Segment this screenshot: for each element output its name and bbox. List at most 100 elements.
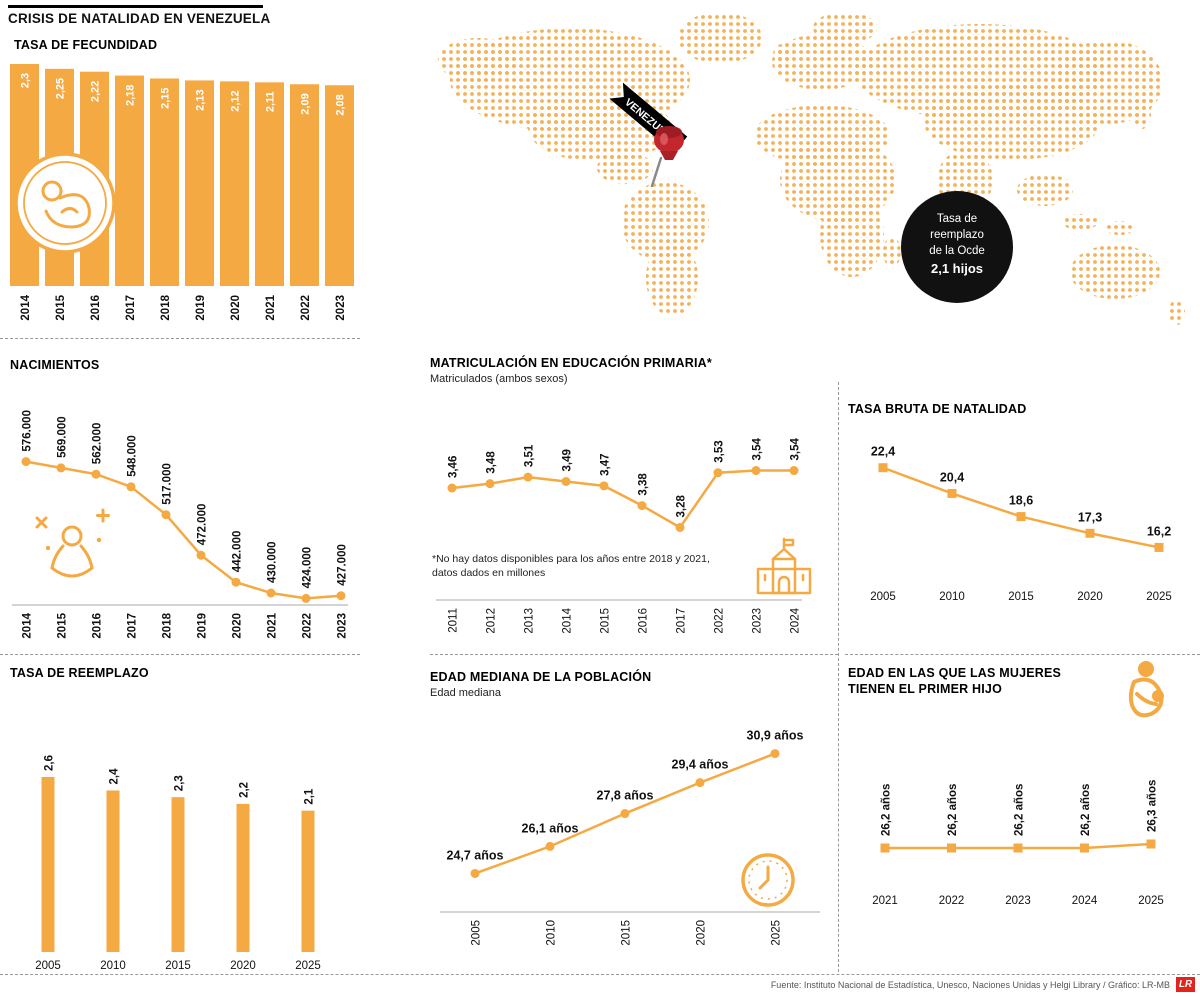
svg-text:2015: 2015 xyxy=(621,920,633,946)
svg-text:2024: 2024 xyxy=(1072,895,1098,907)
svg-text:27,8 años: 27,8 años xyxy=(597,789,654,803)
svg-text:2014: 2014 xyxy=(562,607,574,633)
svg-text:2,25: 2,25 xyxy=(55,78,67,99)
badge-line: de la Ocde xyxy=(929,245,985,257)
svg-text:2015: 2015 xyxy=(600,608,612,634)
svg-text:2005: 2005 xyxy=(35,960,61,972)
svg-text:2019: 2019 xyxy=(195,295,207,321)
map-pin-icon xyxy=(650,126,684,188)
clock-icon xyxy=(741,853,795,907)
matriculacion-footnote: *No hay datos disponibles para los años … xyxy=(432,553,710,580)
matriculacion-line-chart: 3,46 2011 3,48 2012 3,51 2013 3,49 2014 3,47 2015… xyxy=(436,438,802,634)
svg-text:2022: 2022 xyxy=(714,608,726,634)
newborn-hands-icon xyxy=(35,508,110,578)
svg-text:3,53: 3,53 xyxy=(714,440,726,462)
svg-text:2025: 2025 xyxy=(771,920,783,946)
svg-text:2005: 2005 xyxy=(471,920,483,946)
svg-text:2,09: 2,09 xyxy=(300,93,312,114)
svg-text:517.000: 517.000 xyxy=(162,463,174,505)
svg-text:2,3: 2,3 xyxy=(174,775,186,791)
svg-text:2017: 2017 xyxy=(127,613,139,639)
svg-text:2010: 2010 xyxy=(100,960,126,972)
svg-text:2021: 2021 xyxy=(267,612,279,638)
svg-text:26,1 años: 26,1 años xyxy=(522,821,579,835)
svg-text:442.000: 442.000 xyxy=(232,531,244,573)
svg-text:2010: 2010 xyxy=(939,591,965,603)
svg-text:2016: 2016 xyxy=(92,613,104,639)
svg-text:2,22: 2,22 xyxy=(90,81,102,102)
svg-text:569.000: 569.000 xyxy=(57,416,69,458)
svg-text:30,9 años: 30,9 años xyxy=(747,729,804,743)
svg-text:2023: 2023 xyxy=(1005,895,1031,907)
svg-text:424.000: 424.000 xyxy=(302,547,314,589)
svg-text:29,4 años: 29,4 años xyxy=(672,758,729,772)
svg-text:16,2: 16,2 xyxy=(1147,524,1171,538)
svg-text:430.000: 430.000 xyxy=(267,541,279,583)
svg-text:2021: 2021 xyxy=(265,294,277,320)
school-icon xyxy=(756,537,812,595)
fecundidad-bar-chart: 2,3 2014 2,25 2015 2,22 2016 2,18 2017 2,15 2018 2… xyxy=(10,64,354,321)
svg-text:2014: 2014 xyxy=(22,612,34,638)
svg-text:2017: 2017 xyxy=(125,295,137,321)
svg-text:2,2: 2,2 xyxy=(239,782,251,798)
svg-text:2018: 2018 xyxy=(162,612,174,638)
svg-text:2016: 2016 xyxy=(638,608,650,634)
page-title: CRISIS DE NATALIDAD EN VENEZUELA xyxy=(8,11,271,26)
badge-line-bold: 2,1 hijos xyxy=(931,261,983,276)
matriculacion-title: MATRICULACIÓN EN EDUCACIÓN PRIMARIA* xyxy=(430,356,712,370)
natalidad-line-chart: 22,4 2005 20,4 2010 18,6 2015 17,3 2020 16,2 2025 xyxy=(870,445,1172,603)
fecundidad-title: TASA DE FECUNDIDAD xyxy=(14,38,158,52)
svg-text:3,54: 3,54 xyxy=(790,438,802,461)
svg-text:3,48: 3,48 xyxy=(486,451,498,474)
svg-text:3,46: 3,46 xyxy=(448,456,460,478)
edad-mediana-title: EDAD MEDIANA DE LA POBLACIÓN xyxy=(430,670,652,684)
divider xyxy=(430,654,838,655)
svg-text:2025: 2025 xyxy=(1146,591,1172,603)
svg-text:17,3: 17,3 xyxy=(1078,510,1102,524)
svg-text:2017: 2017 xyxy=(676,608,688,634)
svg-text:22,4: 22,4 xyxy=(871,445,895,459)
svg-text:2021: 2021 xyxy=(872,895,898,907)
matriculacion-subtitle: Matriculados (ambos sexos) xyxy=(430,373,568,385)
svg-text:2019: 2019 xyxy=(197,613,209,639)
svg-text:26,2 años: 26,2 años xyxy=(947,784,959,836)
oecd-badge: Tasa de reemplazo de la Ocde 2,1 hijos xyxy=(901,191,1013,303)
svg-text:2020: 2020 xyxy=(230,295,242,321)
svg-text:2024: 2024 xyxy=(790,607,802,633)
svg-text:2,3: 2,3 xyxy=(20,73,32,88)
divider xyxy=(0,338,360,339)
svg-text:2020: 2020 xyxy=(232,613,244,639)
svg-text:576.000: 576.000 xyxy=(22,410,34,452)
divider xyxy=(845,654,1200,655)
svg-text:2,1: 2,1 xyxy=(304,788,316,805)
divider xyxy=(0,654,360,655)
svg-text:2011: 2011 xyxy=(448,608,460,633)
svg-text:20,4: 20,4 xyxy=(940,470,964,484)
svg-text:2013: 2013 xyxy=(524,608,536,634)
svg-text:2,08: 2,08 xyxy=(335,94,347,115)
svg-text:3,54: 3,54 xyxy=(752,438,764,461)
svg-text:2,12: 2,12 xyxy=(230,90,242,111)
divider xyxy=(0,974,1200,975)
reemplazo-title: TASA DE REEMPLAZO xyxy=(10,666,149,680)
svg-text:2020: 2020 xyxy=(230,960,256,972)
svg-text:2022: 2022 xyxy=(300,295,312,321)
world-map: VENEZUELA Tasa de reemplazo de la Ocde 2… xyxy=(438,12,1185,325)
svg-text:2015: 2015 xyxy=(57,612,69,638)
svg-text:2015: 2015 xyxy=(1008,591,1034,603)
svg-text:2023: 2023 xyxy=(335,295,347,321)
svg-text:2005: 2005 xyxy=(870,591,896,603)
divider-vertical xyxy=(838,382,839,972)
svg-text:2025: 2025 xyxy=(1138,895,1164,907)
svg-text:3,49: 3,49 xyxy=(562,449,574,471)
svg-text:2,6: 2,6 xyxy=(44,755,56,771)
svg-text:2015: 2015 xyxy=(165,960,191,972)
svg-text:2,15: 2,15 xyxy=(160,87,172,108)
nacimientos-title: NACIMIENTOS xyxy=(10,358,100,372)
mother-child-icon xyxy=(1128,661,1164,718)
svg-text:2016: 2016 xyxy=(90,295,102,321)
reemplazo-bar-chart: 2,6 2005 2,4 2010 2,3 2015 2,2 2020 2,1 2025 xyxy=(35,755,321,972)
svg-text:2025: 2025 xyxy=(295,960,321,972)
svg-text:2,4: 2,4 xyxy=(109,768,121,785)
